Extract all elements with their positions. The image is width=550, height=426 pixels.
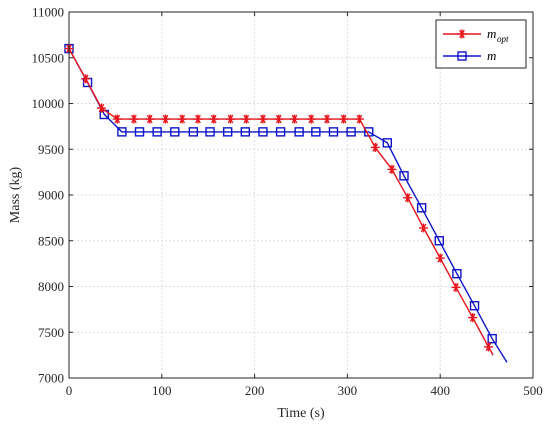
data-point-m [117, 127, 127, 137]
data-point-m-opt [96, 103, 106, 113]
legend-label: m [487, 48, 496, 63]
data-point-m-opt [112, 114, 122, 124]
grid [69, 12, 533, 378]
data-point-m-opt [81, 74, 91, 84]
x-tick-label: 400 [430, 383, 450, 398]
y-tick-label: 7000 [38, 371, 64, 386]
series-layer [64, 43, 508, 363]
y-axis-label: Mass (kg) [8, 166, 23, 223]
data-point-m-opt [306, 114, 316, 124]
data-point-m [434, 236, 444, 246]
data-point-m [487, 333, 497, 344]
legend-label: m [487, 26, 496, 41]
data-point-m-opt [435, 253, 445, 263]
y-tick-label: 8500 [38, 233, 64, 248]
data-point-m-opt [418, 223, 428, 233]
data-point-m-opt [274, 114, 284, 124]
x-tick-label: 500 [523, 383, 543, 398]
y-tick-label: 11000 [32, 5, 64, 20]
data-point-m [275, 127, 286, 137]
data-point-m-opt [403, 193, 413, 203]
data-point-m-opt [468, 313, 478, 323]
data-point-m [416, 203, 427, 213]
data-point-m [240, 127, 251, 137]
data-point-m [452, 268, 462, 279]
data-point-m-opt [241, 114, 251, 124]
x-axis-label: Time (s) [277, 406, 325, 421]
data-point-m [399, 171, 409, 181]
x-tick-label: 300 [338, 383, 358, 398]
data-point-m [346, 127, 356, 137]
data-point-m [205, 127, 215, 137]
legend-label-subscript: opt [497, 34, 509, 44]
data-point-m-opt [177, 114, 187, 124]
x-tick-label: 200 [245, 383, 265, 398]
data-point-m-opt [209, 114, 219, 124]
ticks: 0 100 200 300 400 500 7000 7500 8000 8500 9000 9500… [32, 5, 543, 399]
data-point-m-opt [354, 114, 364, 124]
data-point-m-opt [322, 114, 332, 124]
data-point-m [134, 127, 145, 137]
series-line-m-opt [68, 48, 494, 356]
data-point-m [469, 301, 480, 311]
data-point-m-opt [225, 114, 235, 124]
x-tick-label: 0 [66, 383, 73, 398]
legend-marker [457, 51, 467, 61]
data-point-m-opt [129, 114, 139, 124]
y-tick-label: 7500 [38, 325, 64, 340]
legend-box [435, 19, 527, 69]
data-point-m-opt [483, 342, 493, 352]
legend-marker [457, 29, 467, 39]
data-point-m [170, 127, 180, 137]
y-tick-label: 9000 [38, 188, 64, 203]
data-point-m-opt [451, 282, 461, 292]
data-point-m-opt [193, 114, 203, 124]
x-tick-label: 100 [152, 383, 172, 398]
y-tick-label: 9500 [38, 142, 64, 157]
data-point-m [152, 127, 162, 137]
data-point-m [311, 127, 321, 137]
series-line-m [68, 48, 508, 363]
y-tick-label: 8000 [38, 279, 64, 294]
data-point-m [328, 127, 339, 137]
data-point-m [294, 127, 304, 137]
data-point-m [188, 127, 199, 137]
data-point-m-opt [387, 164, 397, 174]
data-point-m-opt [339, 114, 349, 124]
data-point-m [382, 138, 393, 148]
y-tick-label: 10000 [32, 96, 65, 111]
data-point-m-opt [161, 114, 171, 124]
data-point-m-opt [290, 114, 300, 124]
y-tick-label: 10500 [32, 50, 65, 65]
data-point-m [258, 127, 268, 137]
data-point-m-opt [258, 114, 268, 124]
data-point-m-opt [145, 114, 155, 124]
data-point-m [222, 127, 233, 137]
data-point-m-opt [370, 142, 380, 152]
